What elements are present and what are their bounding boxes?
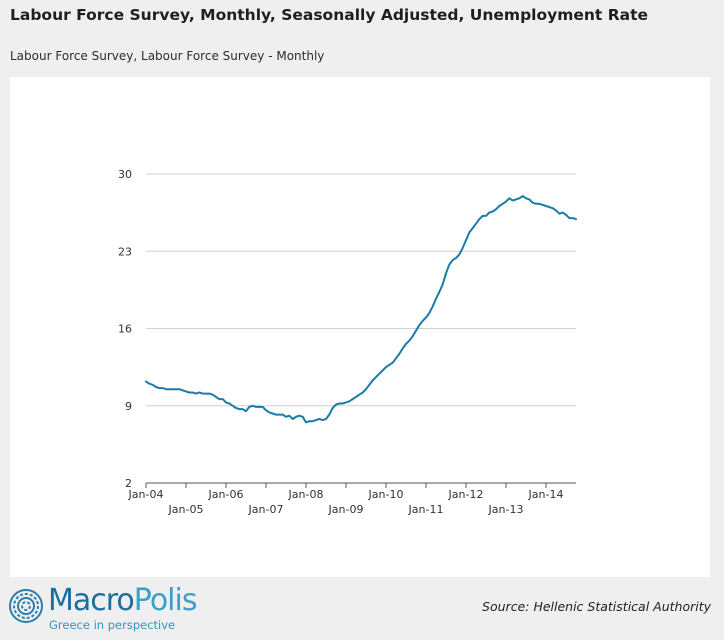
logo-ring [13, 593, 39, 619]
chart-title: Labour Force Survey, Monthly, Seasonally… [10, 6, 649, 24]
x-tick-label: Jan-08 [288, 488, 324, 501]
x-tick-label: Jan-04 [128, 488, 164, 501]
y-axis-labels: 2 9 16 23 30 [118, 168, 132, 490]
chart-subtitle: Labour Force Survey, Labour Force Survey… [10, 49, 325, 63]
x-tick-label: Jan-06 [208, 488, 244, 501]
macropolis-logo[interactable]: MacroPolis Greece in perspective [8, 583, 228, 636]
logo-macro: Macro [48, 583, 135, 618]
y-tick-label: 9 [125, 400, 132, 413]
series-line [145, 195, 577, 424]
x-tick-label: Jan-11 [408, 503, 444, 516]
x-axis [145, 482, 576, 488]
logo-ring [9, 589, 43, 623]
y-tick-label: 30 [118, 168, 132, 181]
concentric-circles-icon [9, 589, 43, 623]
series-layer [145, 195, 577, 424]
x-tick-label: Jan-09 [328, 503, 364, 516]
y-tick-label: 2 [125, 477, 132, 490]
source-note: Source: Hellenic Statistical Authority [482, 599, 711, 614]
y-tick-label: 23 [118, 245, 132, 258]
x-tick-label: Jan-07 [248, 503, 284, 516]
x-axis-labels: Jan-04 Jan-05 Jan-06 Jan-07 Jan-08 Jan-09 Jan-… [128, 488, 564, 516]
x-tick-label: Jan-10 [368, 488, 404, 501]
logo-ring [17, 597, 35, 615]
y-tick-label: 16 [118, 323, 132, 336]
logo-polis: Polis [133, 583, 198, 618]
chart-panel: 2 9 16 23 30 Jan-04 Jan-05 Jan-06 Jan-07 Jan-08 J… [10, 77, 710, 577]
x-tick-label: Jan-05 [168, 503, 204, 516]
x-tick-label: Jan-13 [488, 503, 524, 516]
logo-wordmark: MacroPolis [48, 583, 198, 618]
logo-tagline: Greece in perspective [49, 618, 176, 632]
grid-lines [146, 173, 576, 407]
x-tick-label: Jan-12 [448, 488, 484, 501]
logo-ring [21, 601, 31, 611]
x-tick-label: Jan-14 [528, 488, 564, 501]
